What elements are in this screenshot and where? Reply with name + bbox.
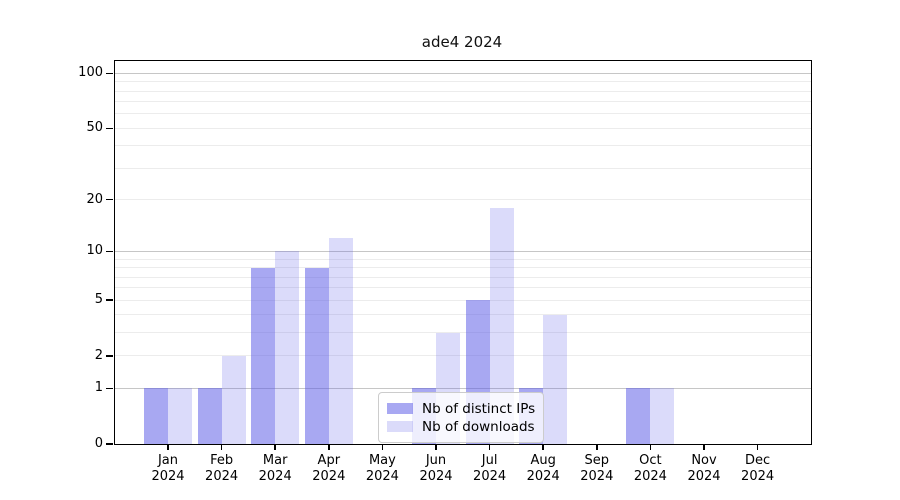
y-gridline-major <box>115 72 811 74</box>
y-tick-label: 5 <box>94 292 103 308</box>
y-gridline-minor <box>115 167 811 169</box>
y-gridline-minor <box>115 90 811 92</box>
y-gridline-minor <box>115 81 811 83</box>
x-tick-label: Feb 2024 <box>205 453 239 484</box>
y-tick-label: 2 <box>94 347 103 363</box>
y-tick-label: 0 <box>94 436 103 451</box>
x-tick-label: Jul 2024 <box>473 453 507 484</box>
y-gridline-minor <box>115 276 811 278</box>
bar-downloads <box>168 388 192 444</box>
y-tick <box>106 355 113 357</box>
y-tick-label: 20 <box>86 191 103 207</box>
y-tick-label: 100 <box>78 65 103 81</box>
x-tick <box>488 444 491 450</box>
y-gridline-minor <box>115 314 811 316</box>
y-gridline-minor <box>115 299 811 301</box>
distinct-ips-swatch-icon <box>387 403 413 414</box>
chart-title: ade4 2024 <box>421 33 503 51</box>
bar-downloads <box>275 251 300 444</box>
y-tick-label: 10 <box>86 243 103 259</box>
legend-item-downloads: Nb of downloads <box>387 418 535 435</box>
x-tick-label: Jun 2024 <box>419 453 453 484</box>
x-tick <box>756 444 759 450</box>
x-tick <box>703 444 705 450</box>
y-gridline-major <box>115 250 811 252</box>
y-tick-label: 1 <box>94 380 103 396</box>
x-tick-label: Mar 2024 <box>258 453 292 484</box>
y-tick-label: 50 <box>86 120 103 136</box>
x-tick <box>435 444 437 450</box>
legend: Nb of distinct IPs Nb of downloads <box>378 392 544 443</box>
x-tick-label: May 2024 <box>365 453 399 484</box>
legend-label-downloads: Nb of downloads <box>422 418 535 435</box>
plot-area: 0 1 2 5 10 20 50 100 Jan 2024 Feb 2024 Mar 2024 Apr… <box>78 60 812 484</box>
x-tick <box>220 444 223 450</box>
y-gridline-minor <box>115 258 811 260</box>
x-tick <box>167 444 169 450</box>
bar-downloads <box>221 355 246 444</box>
x-tick-label: Oct 2024 <box>633 453 667 484</box>
x-tick <box>274 444 276 450</box>
y-gridline-minor <box>115 332 811 334</box>
legend-item-distinct-ips: Nb of distinct IPs <box>387 400 535 417</box>
bar-downloads <box>650 388 675 444</box>
bar-distinct-ips <box>144 388 168 444</box>
legend-label-distinct-ips: Nb of distinct IPs <box>422 400 536 417</box>
y-tick <box>106 198 113 201</box>
x-tick-label: Sep 2024 <box>580 453 614 484</box>
bar-distinct-ips <box>304 267 329 444</box>
y-gridline-minor <box>115 113 811 115</box>
x-tick-label: Dec 2024 <box>741 453 775 484</box>
x-tick <box>596 444 598 450</box>
x-tick <box>381 444 384 450</box>
x-tick-label: Aug 2024 <box>526 453 560 484</box>
y-gridline-minor <box>115 145 811 147</box>
x-tick <box>649 444 652 450</box>
y-gridline-minor <box>115 267 811 269</box>
x-tick <box>328 444 330 450</box>
y-gridline-minor <box>115 127 811 129</box>
y-tick <box>106 387 113 390</box>
y-tick <box>106 127 113 130</box>
x-tick <box>542 444 544 450</box>
bar-distinct-ips <box>251 267 276 444</box>
bar-downloads <box>328 238 353 444</box>
y-gridline-minor <box>115 355 811 357</box>
y-gridline-minor <box>115 199 811 201</box>
y-tick <box>106 72 113 75</box>
x-tick-label: Jan 2024 <box>151 453 185 484</box>
bar-distinct-ips <box>197 388 222 444</box>
y-gridline-minor <box>115 287 811 289</box>
y-tick <box>106 299 113 301</box>
x-tick-label: Apr 2024 <box>312 453 346 484</box>
y-gridline-minor <box>115 101 811 103</box>
bar-downloads <box>543 314 568 444</box>
y-tick <box>106 443 113 445</box>
y-tick <box>106 250 113 253</box>
x-tick-label: Nov 2024 <box>687 453 721 484</box>
y-gridline-major <box>115 387 811 389</box>
bar-distinct-ips <box>626 388 651 444</box>
downloads-swatch-icon <box>387 421 413 432</box>
